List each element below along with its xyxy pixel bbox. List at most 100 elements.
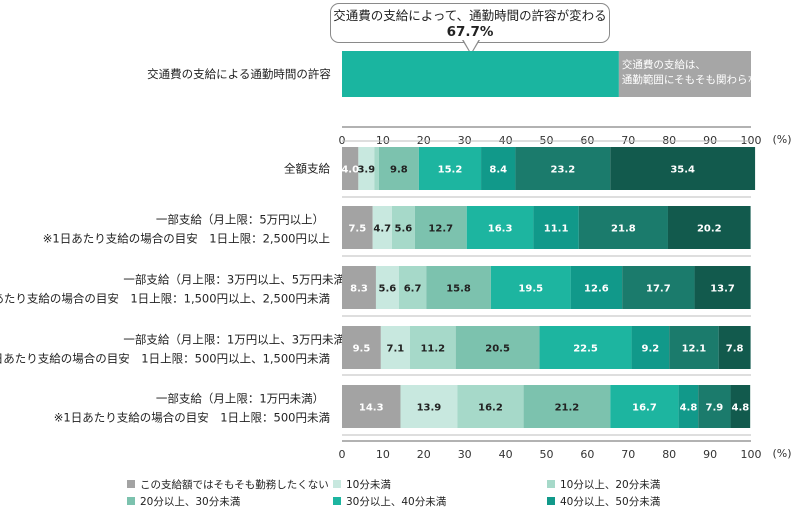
data-label: 4.8 bbox=[680, 403, 698, 414]
x-tick-label: 10 bbox=[376, 448, 390, 461]
data-label: 12.6 bbox=[584, 284, 609, 295]
x-tick-label: 20 bbox=[417, 448, 431, 461]
bar-segment bbox=[342, 147, 359, 190]
data-label: 7.8 bbox=[726, 344, 744, 355]
legend-swatch bbox=[333, 480, 341, 488]
category-label: 一部支給（月上限：1万円未満） bbox=[156, 392, 324, 406]
category-sublabel: ※1日あたり支給の場合の目安 1日上限：500円未満 bbox=[54, 411, 330, 425]
bar-segment bbox=[539, 326, 632, 369]
category-sublabel: ※1日あたり支給の場合の目安 1日上限：2,500円以上 bbox=[43, 232, 330, 246]
category-label: 一部支給（月上限：5万円以上） bbox=[156, 213, 324, 227]
bar-segment bbox=[375, 266, 399, 309]
x-tick-label: 90 bbox=[703, 448, 717, 461]
data-label: 9.5 bbox=[353, 344, 371, 355]
data-label: 9.2 bbox=[642, 344, 660, 355]
data-label: 5.6 bbox=[394, 224, 412, 235]
bar-segment bbox=[610, 147, 756, 190]
bar-segment bbox=[400, 385, 458, 428]
data-label: 16.2 bbox=[478, 403, 503, 414]
legend-swatch bbox=[547, 480, 555, 488]
category-sublabel: ※1日あたり支給の場合の目安 1日上限：500円以上、1,500円未満 bbox=[0, 352, 330, 366]
bar-segment bbox=[342, 266, 376, 309]
data-label: 7.9 bbox=[706, 403, 724, 414]
bar-segment bbox=[342, 385, 401, 428]
legend-label: 30分以上、40分未満 bbox=[346, 496, 447, 508]
callout-bubble: 交通費の支給によって、通勤時間の許容が変わる 67.7% bbox=[330, 3, 610, 43]
x-tick-label: 100 bbox=[741, 448, 762, 461]
data-label: 3.9 bbox=[357, 165, 375, 176]
bar-segment bbox=[533, 206, 579, 249]
data-label: 7.5 bbox=[348, 224, 366, 235]
bar-segment bbox=[374, 147, 379, 190]
legend-swatch bbox=[127, 497, 135, 505]
data-label: 22.5 bbox=[573, 344, 598, 355]
x-tick-label: 60 bbox=[580, 448, 594, 461]
bar-segment bbox=[378, 147, 419, 190]
category-sublabel: ※1日あたり支給の場合の目安 1日上限：1,500円以上、2,500円未満 bbox=[0, 292, 330, 306]
category-label: 交通費の支給による通勤時間の許容 bbox=[147, 67, 331, 81]
legend-label: 10分以上、20分未満 bbox=[560, 479, 661, 491]
data-label: 17.7 bbox=[646, 284, 671, 295]
bar-segment bbox=[466, 206, 534, 249]
bar-segment bbox=[481, 147, 516, 190]
legend-swatch bbox=[333, 497, 341, 505]
data-label: 7.1 bbox=[387, 344, 405, 355]
data-label: 20.2 bbox=[697, 224, 722, 235]
category-label: 一部支給（月上限：3万円以上、5万円未満） bbox=[123, 273, 356, 287]
bar-segment bbox=[718, 326, 751, 369]
x-tick-label: 0 bbox=[339, 448, 346, 461]
bar-segment bbox=[380, 326, 410, 369]
data-label: 9.8 bbox=[390, 165, 408, 176]
data-label: 15.2 bbox=[438, 165, 463, 176]
legend-label: 10分未満 bbox=[346, 479, 391, 491]
x-tick-label: 40 bbox=[499, 448, 513, 461]
bar-segment bbox=[610, 385, 679, 428]
callout-tail-fill bbox=[463, 39, 479, 53]
bar-segment bbox=[457, 385, 524, 428]
bar-segment bbox=[490, 266, 571, 309]
data-label: 4.0 bbox=[341, 165, 359, 176]
legend-swatch bbox=[547, 497, 555, 505]
data-label: 16.7 bbox=[632, 403, 657, 414]
bar-segment bbox=[694, 266, 751, 309]
data-label: 14.3 bbox=[359, 403, 384, 414]
x-tick-label: 30 bbox=[458, 448, 472, 461]
bar-segment bbox=[515, 147, 611, 190]
bar-segment bbox=[622, 266, 695, 309]
data-label: 11.2 bbox=[420, 344, 445, 355]
bar-segment bbox=[418, 147, 482, 190]
bar-segment bbox=[698, 385, 731, 428]
data-label: 12.7 bbox=[428, 224, 453, 235]
legend-label: この支給額ではそもそも勤務したくない bbox=[140, 478, 329, 491]
bar-segment bbox=[342, 326, 381, 369]
bar-segment bbox=[631, 326, 670, 369]
bar-segment bbox=[523, 385, 611, 428]
x-tick-label: 70 bbox=[621, 448, 635, 461]
data-label: 20.5 bbox=[485, 344, 510, 355]
bar-unrelated-segment bbox=[618, 51, 751, 97]
bar-segment bbox=[391, 206, 415, 249]
data-label: 13.7 bbox=[710, 284, 735, 295]
bar-segment bbox=[730, 385, 751, 428]
data-label: 4.7 bbox=[373, 224, 391, 235]
bar-inline-label: 交通費の支給は、 bbox=[622, 58, 706, 71]
data-label: 5.6 bbox=[379, 284, 397, 295]
data-label: 15.8 bbox=[446, 284, 471, 295]
bar-segment bbox=[409, 326, 456, 369]
bar-segment bbox=[669, 326, 719, 369]
data-label: 21.2 bbox=[555, 403, 580, 414]
data-label: 35.4 bbox=[670, 165, 695, 176]
x-tick-label: 80 bbox=[662, 448, 676, 461]
callout-value: 67.7% bbox=[446, 24, 494, 40]
data-label: 23.2 bbox=[551, 165, 576, 176]
legend-swatch bbox=[127, 480, 135, 488]
data-label: 16.3 bbox=[488, 224, 513, 235]
bar-segment bbox=[358, 147, 375, 190]
legend-label: 40分以上、50分未満 bbox=[560, 496, 661, 508]
bar-segment bbox=[426, 266, 491, 309]
data-label: 21.8 bbox=[611, 224, 636, 235]
axis-unit-label: (%) bbox=[772, 447, 791, 460]
data-label: 13.9 bbox=[417, 403, 442, 414]
data-label: 12.1 bbox=[682, 344, 707, 355]
